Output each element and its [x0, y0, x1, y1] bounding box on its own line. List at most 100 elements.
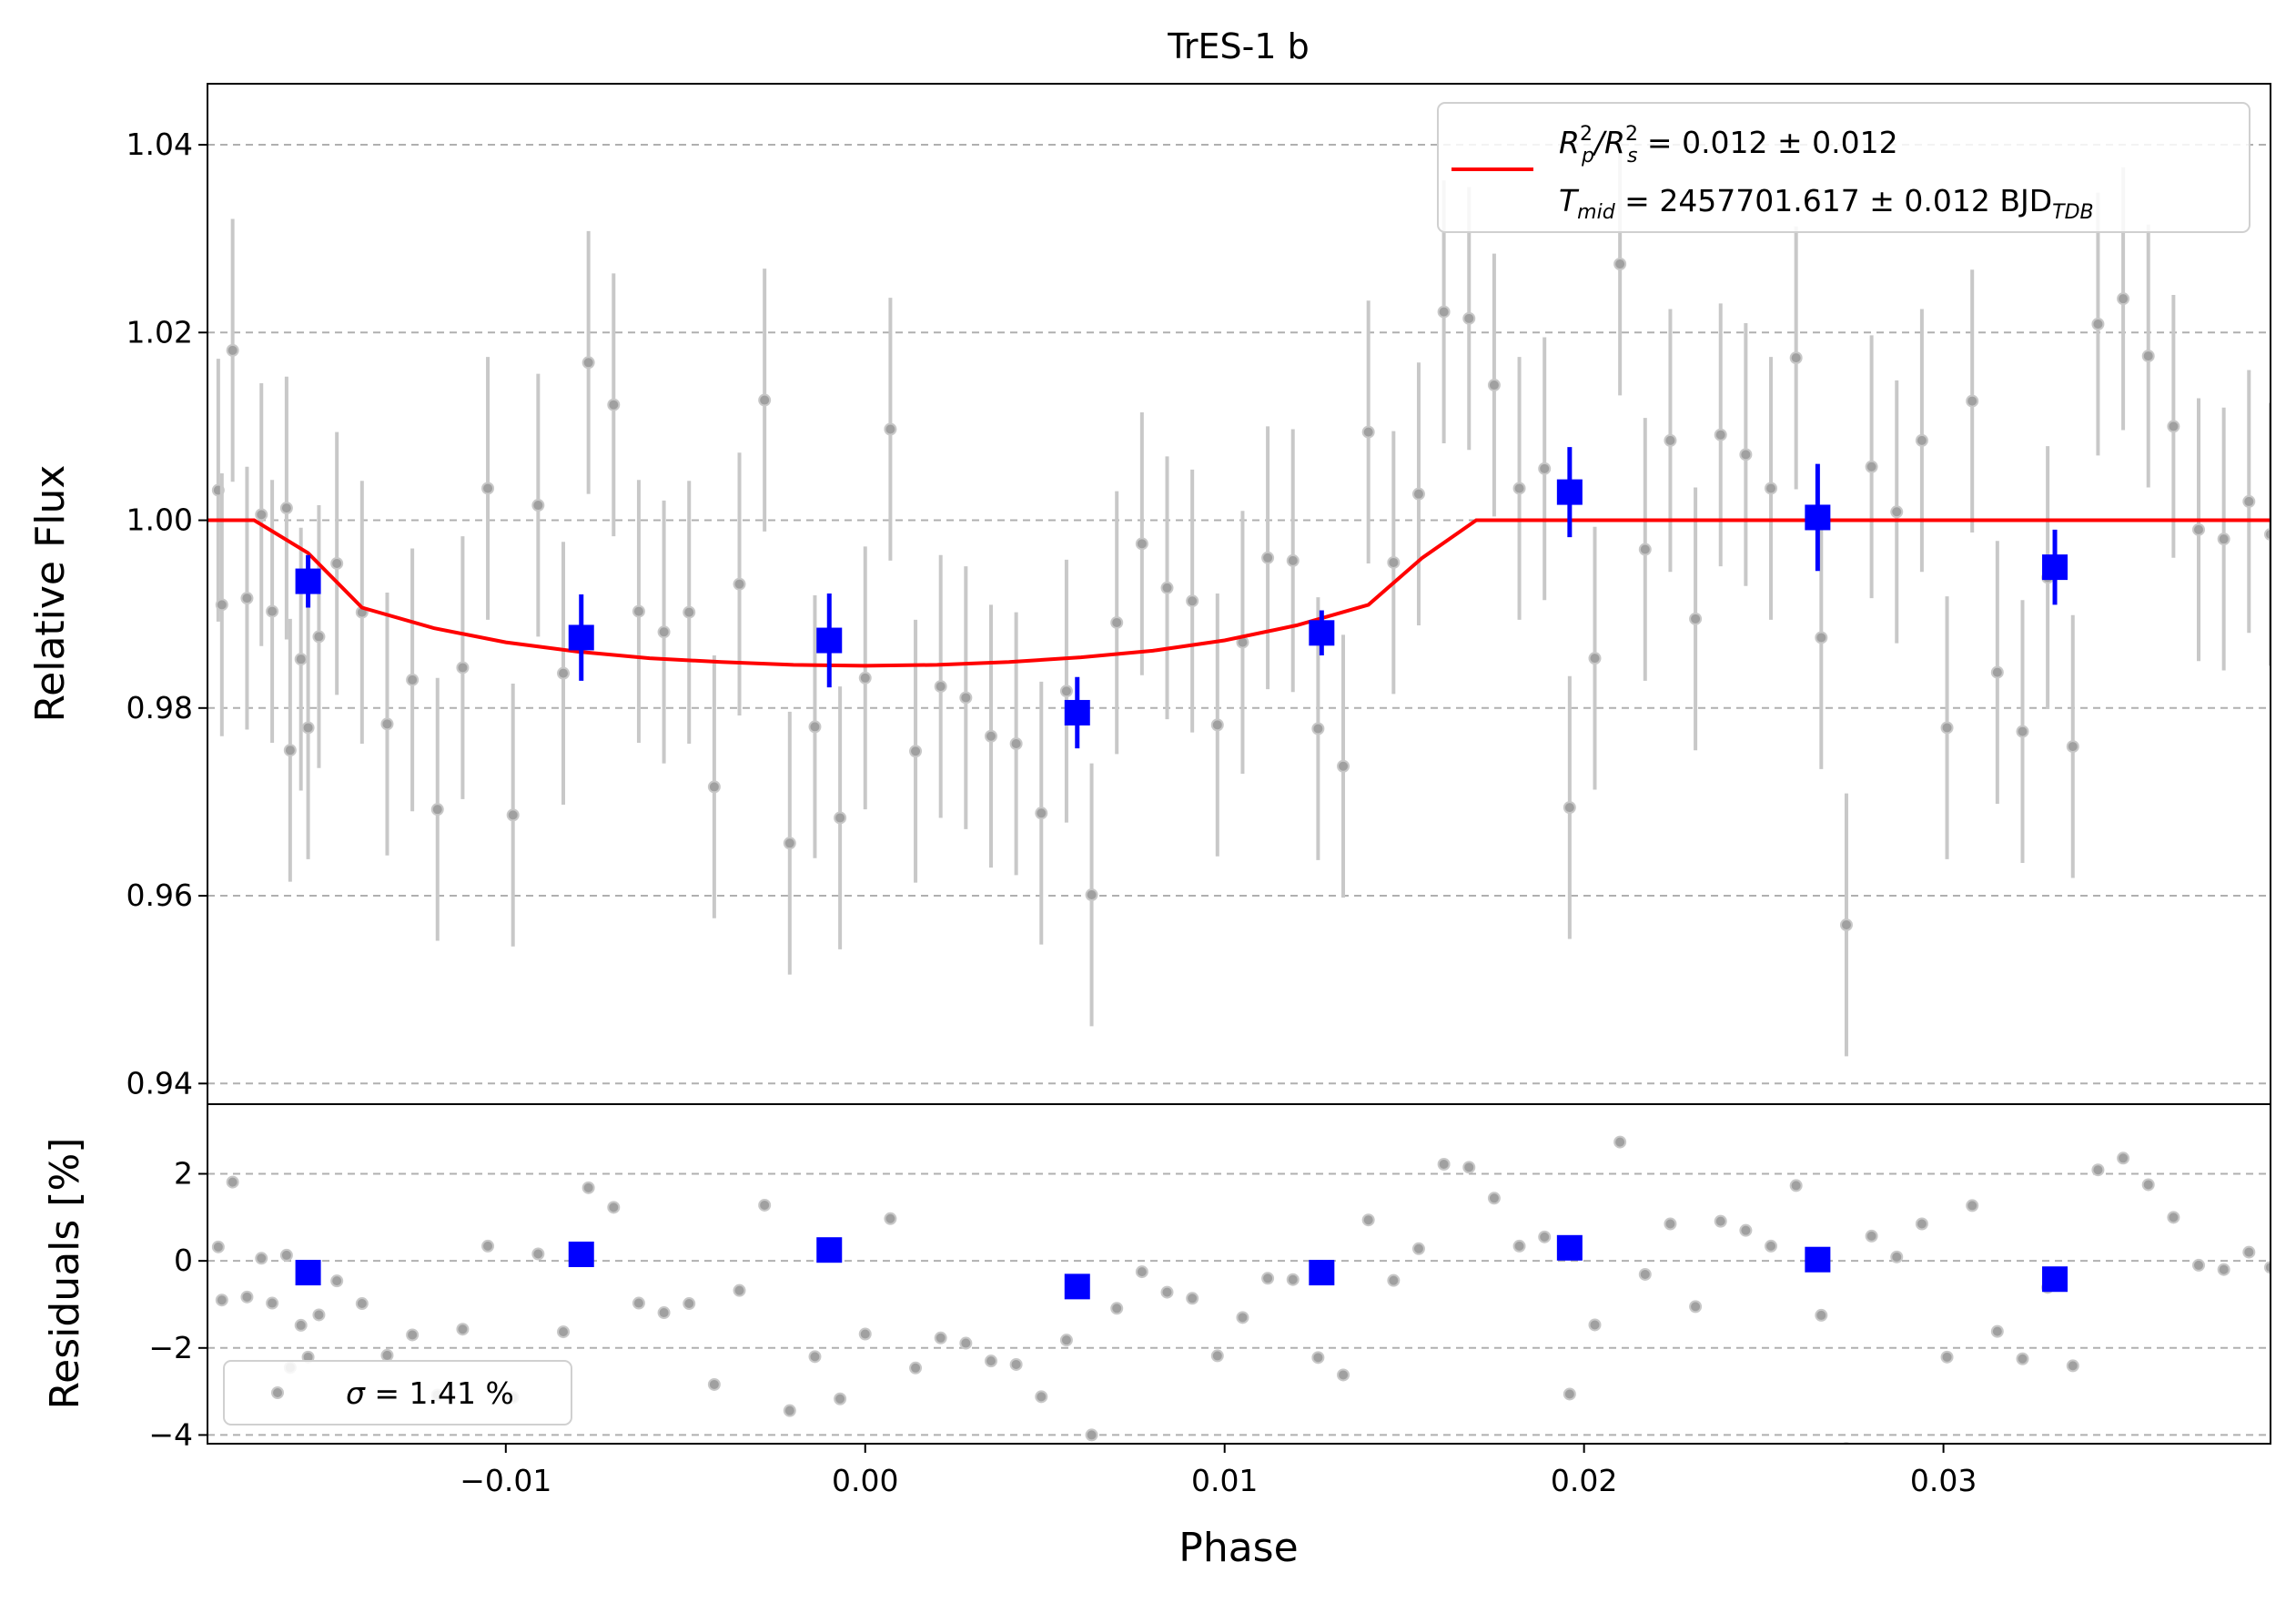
raw-point [430, 803, 444, 817]
binned-residual-point [295, 1260, 321, 1286]
raw-residual-point [1739, 1223, 1753, 1237]
raw-point [1890, 505, 1904, 519]
raw-point [1411, 487, 1425, 501]
raw-residual-point [2242, 1245, 2256, 1259]
legend-sigma-label: σ = 1.41 % [346, 1375, 514, 1411]
raw-residual-point [1311, 1351, 1325, 1365]
raw-residual-point [1940, 1350, 1954, 1364]
raw-point [1437, 305, 1451, 319]
raw-residual-point [1789, 1179, 1803, 1192]
raw-point [2117, 292, 2130, 306]
x-tick-label: 0.03 [1910, 1463, 1977, 1498]
raw-residual-point [2016, 1352, 2029, 1365]
raw-point [1337, 759, 1350, 773]
raw-residual-point [1236, 1311, 1249, 1324]
raw-point [1512, 482, 1526, 495]
raw-residual-point [211, 1240, 225, 1253]
raw-point [1915, 433, 1928, 447]
raw-residual-point [406, 1328, 420, 1342]
raw-residual-point [556, 1325, 570, 1339]
raw-point [707, 780, 721, 794]
raw-point [1865, 460, 1878, 473]
raw-residual-point [456, 1323, 470, 1336]
raw-point [1588, 652, 1602, 665]
raw-point [657, 625, 671, 639]
raw-residual-point [215, 1294, 228, 1307]
raw-residual-point [2117, 1152, 2130, 1165]
raw-point [733, 577, 746, 591]
raw-residual-point [1865, 1229, 1878, 1243]
raw-residual-point [1437, 1157, 1451, 1171]
top-grid [207, 144, 2271, 1085]
raw-residual-point [1160, 1285, 1174, 1299]
raw-residual-point [1613, 1135, 1627, 1149]
raw-point [1261, 551, 1275, 564]
raw-point [1563, 801, 1576, 815]
raw-point [266, 604, 279, 618]
raw-point [984, 729, 997, 743]
raw-point [294, 653, 308, 666]
binned-point [568, 624, 594, 651]
raw-residual-point [266, 1296, 279, 1310]
x-ticks: −0.01 0.00 0.01 0.02 0.03 [460, 1444, 1977, 1498]
raw-point [556, 666, 570, 680]
bottom-raw-residuals [211, 1135, 2271, 1444]
raw-point [959, 691, 973, 705]
raw-residual-point [733, 1283, 746, 1297]
raw-residual-point [808, 1350, 822, 1364]
raw-residual-point [1765, 1239, 1778, 1253]
bottom-panel: −4 −2 0 2 Residuals [%] σ = 1.41 % [42, 1103, 2271, 1452]
raw-residual-point [1966, 1199, 1979, 1212]
raw-point [283, 744, 297, 757]
top-legend: R2 p/R2 s = 0.012 ± 0.012 Tmid = 2457701.6… [1437, 102, 2250, 233]
raw-residual-point [380, 1348, 394, 1362]
raw-residual-point [1186, 1292, 1199, 1305]
bottom-axes-frame [207, 1103, 2271, 1445]
raw-point [2264, 528, 2271, 542]
raw-residual-point [1361, 1213, 1375, 1227]
x-tick-label: 0.01 [1191, 1463, 1258, 1498]
raw-residual-point [2192, 1258, 2206, 1272]
raw-residual-point [1210, 1349, 1224, 1363]
raw-point [758, 393, 772, 407]
raw-residual-point [1990, 1324, 2004, 1338]
raw-point [1664, 433, 1677, 447]
binned-residual-point [1309, 1260, 1335, 1286]
raw-residual-point [884, 1212, 897, 1225]
raw-point [531, 499, 545, 512]
raw-point [582, 356, 595, 370]
raw-residual-point [481, 1239, 495, 1253]
raw-point [481, 482, 495, 495]
raw-residual-point [783, 1404, 796, 1417]
raw-point [808, 720, 822, 734]
x-tick-label: −0.01 [460, 1463, 551, 1498]
binned-residual-point [816, 1237, 843, 1263]
raw-point [1059, 685, 1073, 698]
raw-residual-point [226, 1175, 239, 1189]
raw-point [783, 837, 796, 850]
binned-residual-point [568, 1241, 594, 1267]
top-y-tick-label: 0.98 [126, 690, 193, 725]
raw-residual-point [1487, 1192, 1501, 1205]
bottom-legend-box [223, 1360, 572, 1425]
raw-point [1940, 721, 1954, 735]
raw-point [1135, 537, 1148, 551]
raw-point [934, 680, 947, 694]
raw-point [1538, 462, 1552, 475]
top-y-ticks: 0.94 0.96 0.98 1.00 1.02 1.04 [126, 127, 207, 1101]
raw-residual-point [1261, 1272, 1275, 1285]
raw-point [380, 717, 394, 731]
raw-residual-point [1714, 1214, 1727, 1228]
raw-residual-point [758, 1198, 772, 1212]
raw-point [632, 604, 645, 618]
raw-residual-point [531, 1247, 545, 1261]
raw-point [683, 605, 696, 619]
top-y-tick-label: 0.94 [126, 1065, 193, 1101]
raw-residual-point [1538, 1230, 1552, 1243]
raw-point [2016, 725, 2029, 738]
binned-point [1556, 479, 1583, 505]
binned-point [1805, 504, 1831, 531]
raw-residual-point [1387, 1273, 1401, 1287]
bottom-y-tick-label: −2 [148, 1330, 193, 1365]
raw-residual-point [1638, 1267, 1652, 1281]
